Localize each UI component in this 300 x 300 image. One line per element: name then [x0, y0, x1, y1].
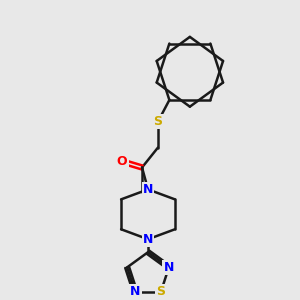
Text: N: N [143, 183, 153, 196]
Text: S: S [156, 285, 165, 298]
Text: N: N [164, 261, 174, 274]
Text: N: N [130, 285, 140, 298]
Text: S: S [154, 115, 163, 128]
Text: N: N [143, 233, 153, 246]
Text: O: O [117, 155, 128, 168]
